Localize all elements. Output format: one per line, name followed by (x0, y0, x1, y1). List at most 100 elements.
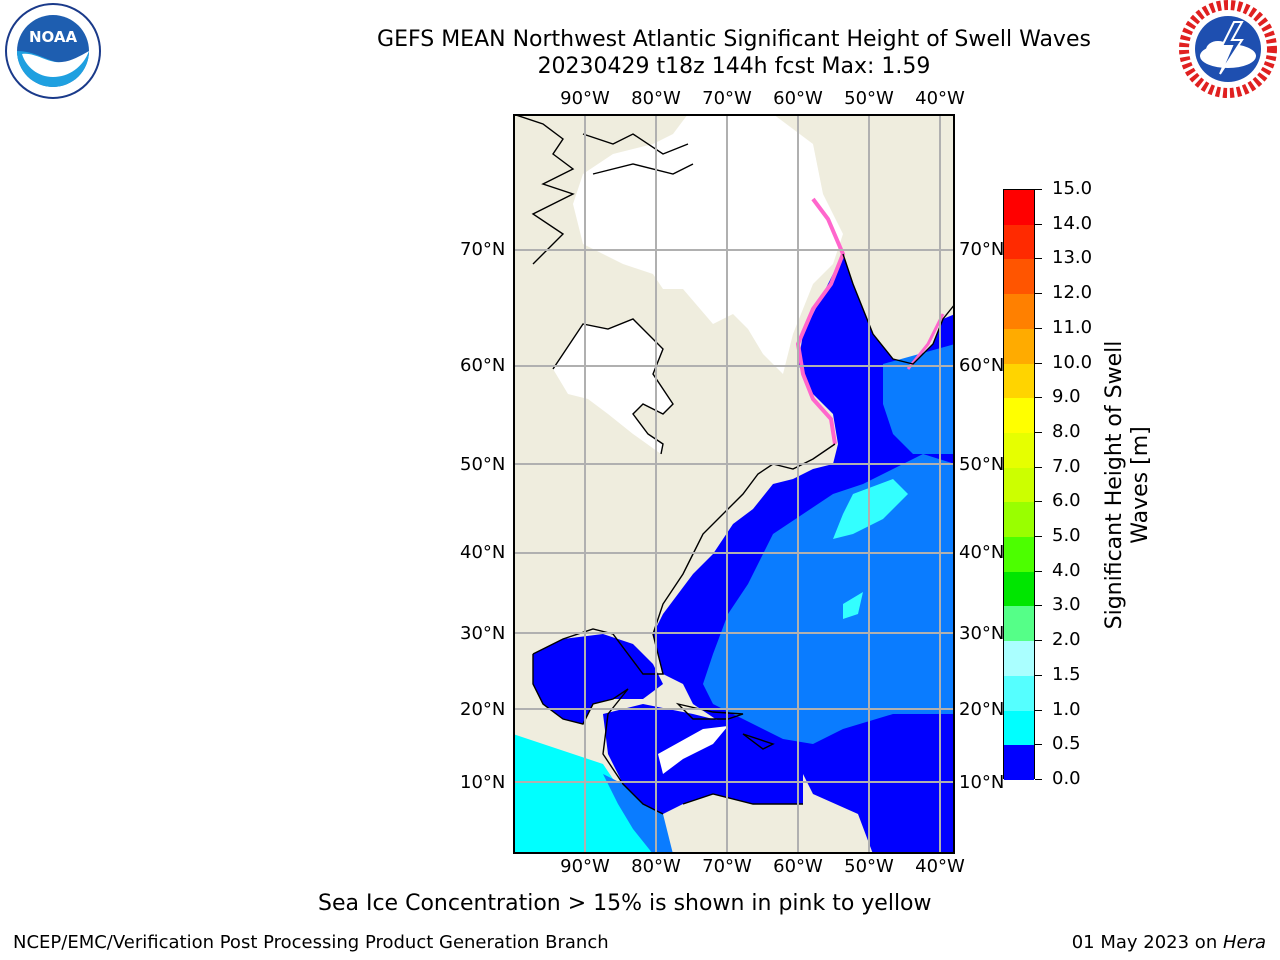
lat-label-right: 60°N (959, 355, 1005, 376)
colorbar-title: Significant Height of Swell Waves [m] (1102, 340, 1153, 630)
colorbar-segment (1004, 363, 1034, 399)
colorbar-tick-mark (1035, 466, 1042, 468)
colorbar-tick-label: 13.0 (1052, 247, 1093, 269)
lon-label-bottom: 50°W (844, 856, 894, 877)
colorbar-segment (1004, 675, 1034, 711)
colorbar-tick-label: 3.0 (1052, 594, 1081, 616)
colorbar-tick-label: 0.0 (1052, 768, 1081, 789)
colorbar-tick-mark (1035, 362, 1042, 364)
svg-text:NOAA: NOAA (29, 28, 78, 46)
colorbar-segment (1004, 641, 1034, 676)
colorbar-tick-label: 1.0 (1052, 698, 1081, 720)
lon-label-top: 60°W (773, 88, 823, 109)
lat-label-left: 60°N (460, 355, 506, 376)
lon-label-top: 80°W (631, 88, 681, 109)
swell-cyan-patch (833, 479, 908, 539)
colorbar-tick-label: 1.5 (1052, 663, 1081, 685)
colorbar-tick-label: 0.5 (1052, 733, 1081, 755)
colorbar-segment (1004, 224, 1034, 260)
lat-label-left: 70°N (460, 239, 506, 260)
colorbar-tick-label: 9.0 (1052, 386, 1081, 408)
colorbar-segment (1004, 745, 1034, 780)
colorbar-tick-label: 7.0 (1052, 455, 1081, 477)
colorbar-tick-mark (1035, 189, 1042, 190)
colorbar-segment (1004, 502, 1034, 538)
noaa-logo-icon: NOAA (5, 3, 101, 99)
colorbar-tick-label: 12.0 (1052, 282, 1093, 304)
lon-label-top: 90°W (560, 88, 610, 109)
colorbar-segment (1004, 537, 1034, 572)
footer-date: 01 May 2023 on Hera (1072, 933, 1266, 953)
nws-logo-icon (1179, 0, 1277, 98)
colorbar-tick-label: 2.0 (1052, 629, 1081, 651)
colorbar-tick-mark (1035, 397, 1042, 399)
lat-label-right: 20°N (959, 699, 1005, 720)
colorbar-segment (1004, 328, 1034, 364)
colorbar-tick-label: 8.0 (1052, 420, 1081, 442)
sea-ice-fringe (795, 197, 846, 445)
lon-label-top: 40°W (915, 88, 965, 109)
map-panel (513, 114, 955, 854)
colorbar-tick-mark (1035, 709, 1042, 711)
colorbar-tick-mark (1035, 501, 1042, 503)
colorbar-tick-mark (1035, 536, 1042, 538)
lat-label-right: 30°N (959, 623, 1005, 644)
footer-credit: NCEP/EMC/Verification Post Processing Pr… (13, 932, 609, 953)
colorbar-segment (1004, 467, 1034, 503)
colorbar-tick-mark (1035, 223, 1042, 225)
colorbar-tick-mark (1035, 779, 1042, 780)
lon-label-bottom: 80°W (631, 856, 681, 877)
colorbar-tick-label: 14.0 (1052, 212, 1093, 234)
lat-label-left: 30°N (460, 623, 506, 644)
arctic-ice-region (573, 114, 843, 374)
lat-label-left: 50°N (460, 454, 506, 475)
lon-label-top: 50°W (844, 88, 894, 109)
lat-label-right: 40°N (959, 542, 1005, 563)
colorbar-segment (1004, 259, 1034, 295)
chart-title: GEFS MEAN Northwest Atlantic Significant… (377, 27, 1091, 52)
lat-label-right: 70°N (959, 239, 1005, 260)
colorbar-segment (1004, 294, 1034, 329)
lon-label-bottom: 90°W (560, 856, 610, 877)
colorbar-tick-label: 6.0 (1052, 490, 1081, 512)
colorbar-tick-label: 5.0 (1052, 525, 1081, 547)
colorbar-tick-mark (1035, 327, 1042, 329)
sea-ice-fringe-2 (906, 313, 945, 370)
lat-label-left: 40°N (460, 542, 506, 563)
colorbar-segment (1004, 606, 1034, 642)
footer-host: Hera (1222, 932, 1266, 953)
footer-date-text: 01 May 2023 on (1071, 932, 1223, 953)
colorbar (1003, 189, 1035, 780)
colorbar-segment (1004, 571, 1034, 607)
colorbar-segment (1004, 398, 1034, 433)
colorbar-tick-mark (1035, 258, 1042, 260)
chart-subtitle: 20230429 t18z 144h fcst Max: 1.59 (537, 54, 931, 79)
colorbar-tick-mark (1035, 744, 1042, 746)
caribbean-ice-free-white (658, 726, 728, 774)
pacific-cyan (513, 734, 668, 854)
lat-label-left: 20°N (460, 699, 506, 720)
lon-label-bottom: 70°W (702, 856, 752, 877)
colorbar-tick-mark (1035, 674, 1042, 676)
caribbean-sea (603, 704, 803, 814)
atlantic-mid-north (883, 344, 955, 454)
hudson-bay (553, 319, 673, 454)
colorbar-tick-mark (1035, 293, 1042, 295)
colorbar-segment (1004, 190, 1034, 225)
lat-label-right: 50°N (959, 454, 1005, 475)
lon-label-bottom: 40°W (915, 856, 965, 877)
lon-label-bottom: 60°W (773, 856, 823, 877)
lat-label-right: 10°N (959, 772, 1005, 793)
colorbar-tick-mark (1035, 605, 1042, 607)
colorbar-segment (1004, 710, 1034, 746)
sea-ice-note: Sea Ice Concentration > 15% is shown in … (318, 891, 932, 916)
atlantic-mid (703, 454, 955, 744)
colorbar-tick-label: 10.0 (1052, 351, 1093, 373)
colorbar-tick-mark (1035, 570, 1042, 572)
colorbar-tick-label: 4.0 (1052, 559, 1081, 581)
swell-cyan-patch-2 (843, 592, 863, 619)
lat-label-left: 10°N (460, 772, 506, 793)
colorbar-tick-label: 15.0 (1052, 178, 1093, 199)
colorbar-tick-mark (1035, 431, 1042, 433)
